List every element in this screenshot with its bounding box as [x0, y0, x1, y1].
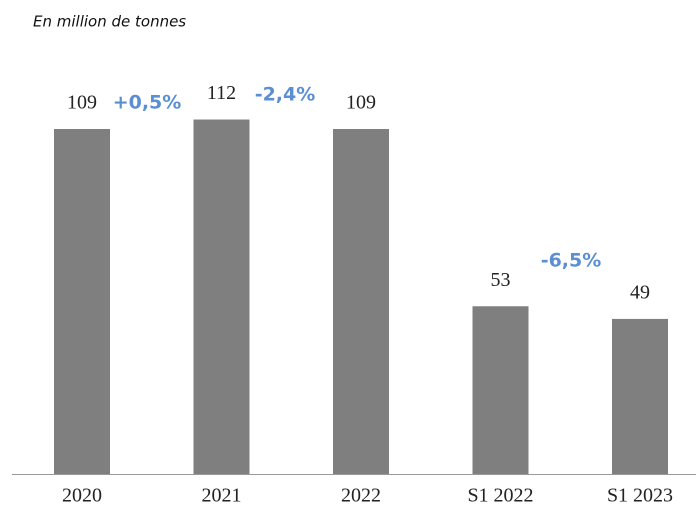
x-tick-label: S1 2022 [467, 485, 533, 507]
bar [333, 129, 389, 474]
bar [472, 306, 529, 474]
value-label: 49 [630, 282, 650, 304]
bar [54, 129, 110, 474]
bar [612, 318, 668, 474]
x-tick-label: 2020 [62, 485, 102, 507]
x-tick-label: S1 2023 [607, 485, 673, 507]
annotation: -6,5% [541, 250, 602, 272]
value-label: 53 [491, 269, 511, 291]
annotation: -2,4% [255, 84, 316, 106]
chart-subtitle: En million de tonnes [33, 13, 186, 31]
bar [193, 119, 250, 475]
x-tick-label: 2021 [202, 485, 242, 507]
value-label: 109 [67, 92, 97, 114]
x-tick-label: 2022 [341, 485, 381, 507]
value-label: 109 [346, 92, 376, 114]
value-label: 112 [207, 82, 236, 104]
annotation: +0,5% [113, 92, 182, 114]
